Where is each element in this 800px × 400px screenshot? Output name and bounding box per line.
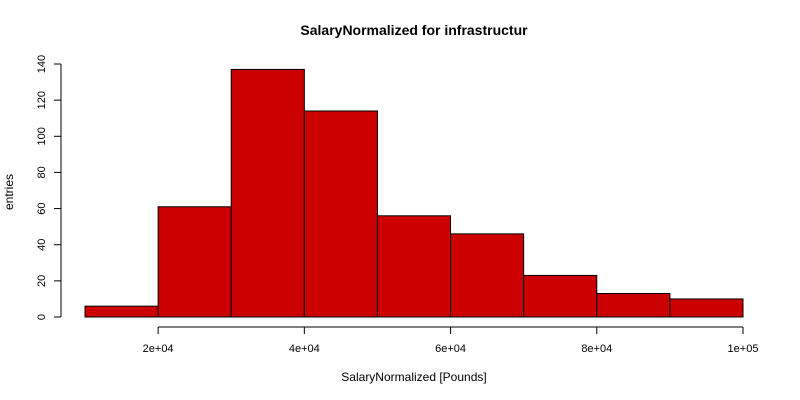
x-tick-label: 2e+04 xyxy=(143,343,174,355)
x-tick-label: 1e+05 xyxy=(728,343,759,355)
x-tick-label: 8e+04 xyxy=(581,343,612,355)
y-tick-label: 100 xyxy=(36,127,48,145)
y-axis-label: entries xyxy=(2,174,16,210)
y-tick-label: 20 xyxy=(36,275,48,287)
histogram-bar xyxy=(523,274,598,318)
y-tick-label: 0 xyxy=(36,314,48,320)
x-axis: 2e+04 4e+04 6e+04 8e+04 1e+05 xyxy=(143,326,759,355)
bars-group xyxy=(84,68,744,318)
y-tick-label: 140 xyxy=(36,55,48,73)
y-tick-label: 40 xyxy=(36,239,48,251)
histogram-bar xyxy=(376,215,452,318)
histogram-bar xyxy=(84,305,159,318)
histogram-bar xyxy=(450,233,525,318)
x-tick-label: 6e+04 xyxy=(435,343,466,355)
chart-title: SalaryNormalized for infrastructur xyxy=(300,22,528,38)
y-axis: 0 20 40 60 80 100 120 140 xyxy=(36,55,62,320)
y-tick-label: 80 xyxy=(36,166,48,178)
histogram-bar xyxy=(596,293,671,318)
y-tick-label: 60 xyxy=(36,202,48,214)
histogram-bar xyxy=(230,68,305,318)
histogram-bar xyxy=(303,110,378,318)
y-tick-label: 120 xyxy=(36,91,48,109)
histogram-bar xyxy=(669,298,744,318)
x-tick-label: 4e+04 xyxy=(289,343,320,355)
histogram-bar xyxy=(157,206,232,318)
x-axis-label: SalaryNormalized [Pounds] xyxy=(341,370,486,384)
